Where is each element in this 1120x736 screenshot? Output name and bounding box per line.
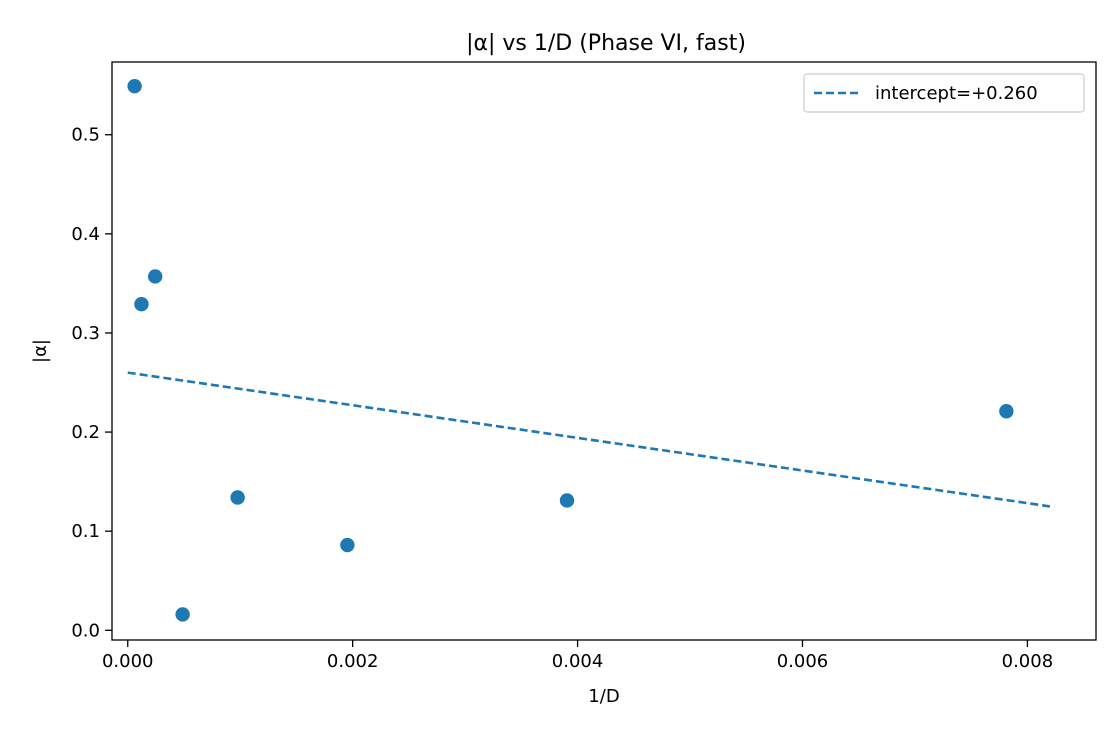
y-tick-label: 0.0 — [71, 620, 100, 641]
data-point — [340, 537, 355, 553]
axes-frame — [111, 61, 1097, 641]
data-point — [559, 493, 575, 508]
y-tick-label: 0.4 — [71, 224, 100, 245]
legend-frame — [803, 73, 1085, 113]
plot-area — [111, 61, 1097, 641]
x-tick-label: 0.008 — [1002, 651, 1054, 672]
data-point — [999, 404, 1014, 419]
x-tick-label: 0.000 — [102, 651, 154, 672]
data-point — [175, 607, 190, 622]
chart-title: |α| vs 1/D (Phase VI, fast) — [466, 31, 746, 56]
y-tick-label: 0.3 — [71, 323, 100, 344]
y-tick-label: 0.2 — [71, 422, 100, 443]
x-axis-title: 1/D — [588, 686, 619, 707]
x-axis: 0.000 0.002 0.004 0.006 0.008 — [102, 640, 1053, 672]
x-tick-label: 0.002 — [327, 651, 379, 672]
data-point — [230, 490, 245, 505]
y-axis: 0.0 0.1 0.2 0.3 0.4 0.5 — [71, 125, 112, 641]
legend-label-fit-line: intercept=+0.260 — [875, 83, 1038, 104]
legend: intercept=+0.260 — [803, 73, 1085, 113]
x-tick-label: 0.006 — [777, 651, 829, 672]
y-tick-label: 0.5 — [71, 125, 100, 146]
x-tick-label: 0.004 — [552, 651, 604, 672]
data-point — [127, 78, 142, 94]
data-point — [134, 297, 149, 312]
data-point — [147, 269, 163, 284]
y-tick-label: 0.1 — [71, 521, 100, 542]
y-axis-title: |α| — [30, 339, 51, 363]
